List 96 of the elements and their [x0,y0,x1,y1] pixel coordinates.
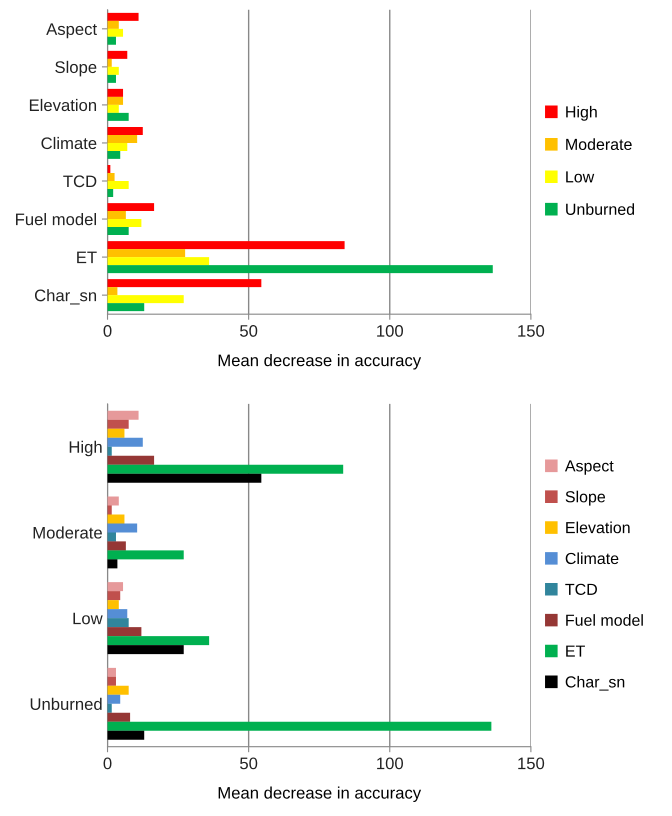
bar [108,257,210,266]
bar [108,36,116,45]
bar [108,12,139,21]
bar [108,514,124,524]
bar [108,104,119,113]
bar [108,249,186,258]
x-tick-label: 50 [240,325,258,337]
legend-label: Char_sn [566,676,624,691]
bar [108,559,118,568]
x-axis-title: Mean decrease in accuracy [218,354,422,370]
legend-label: TCD [565,584,597,595]
x-tick-label: 150 [518,325,544,337]
y-tick-label: Fuel model [16,213,96,226]
x-tick-label: 0 [104,757,112,770]
bar [108,173,115,181]
x-tick-label: 100 [377,325,404,337]
bar [108,287,118,296]
bar [108,446,112,456]
y-tick-label: ET [77,252,97,264]
legend-label: Unburned [566,203,634,215]
legend-label: High [566,106,597,121]
bar [108,88,124,97]
y-tick-label: Moderate [34,526,102,539]
bar [108,219,142,228]
bar [108,265,493,274]
legend-label: Moderate [566,138,632,150]
bar [108,142,128,151]
bar [108,474,262,483]
bar [108,303,144,312]
bar [108,532,116,542]
bar [108,181,129,189]
legend-label: Low [566,171,594,182]
bar [108,505,112,514]
bar [108,627,142,636]
legend-label: ET [566,646,585,657]
bar [108,676,116,686]
bar [108,438,143,447]
bar [108,227,129,236]
y-tick-label: Unburned [30,698,102,710]
bar [108,66,119,75]
bar [108,496,119,506]
y-tick-label: Slope [55,60,96,76]
bar [108,722,492,731]
bar [108,591,120,600]
y-tick-label: Char_sn [34,289,96,304]
bar [108,645,184,654]
y-tick-label: Climate [41,136,96,150]
bar [108,541,126,550]
bar [108,28,124,37]
bar [108,582,124,592]
y-tick-label: Aspect [46,23,97,38]
bar [108,694,120,704]
bar [108,150,120,159]
bar [108,464,344,474]
legend-label: Aspect [564,460,614,475]
bar [108,668,116,677]
x-tick-label: 150 [518,757,544,770]
bar [108,456,154,465]
y-tick-label: High [70,440,102,456]
y-tick-label: Low [73,612,103,624]
bar [108,211,126,220]
bar [108,203,154,212]
bar [108,609,128,618]
bar [108,420,129,429]
bar [108,410,139,420]
x-tick-label: 0 [104,325,112,337]
bar [108,686,129,695]
x-tick-label: 50 [240,757,258,770]
bar [108,74,116,83]
bar [108,636,210,646]
bar [108,618,129,628]
bar [108,112,129,121]
bar [108,50,128,59]
bar [108,58,112,67]
bar [108,241,345,250]
y-tick-label: TCD [63,175,96,188]
y-tick-label: Elevation [30,98,96,112]
bar [108,279,262,288]
bar [108,134,138,143]
bar [108,428,124,438]
bar [108,20,119,29]
legend-label: Climate [566,552,618,564]
bar [108,295,184,304]
legend-label: Slope [566,490,606,506]
bar [108,730,144,740]
bar [108,126,143,135]
legend-label: Elevation [566,522,630,534]
x-axis-title: Mean decrease in accuracy [218,786,422,802]
bar [108,704,112,713]
bar [108,600,119,610]
legend-label: Fuel model [566,614,643,626]
bar [108,550,184,560]
bar [108,523,138,532]
x-tick-label: 100 [377,757,404,770]
bar [108,96,124,105]
bar [108,712,130,722]
